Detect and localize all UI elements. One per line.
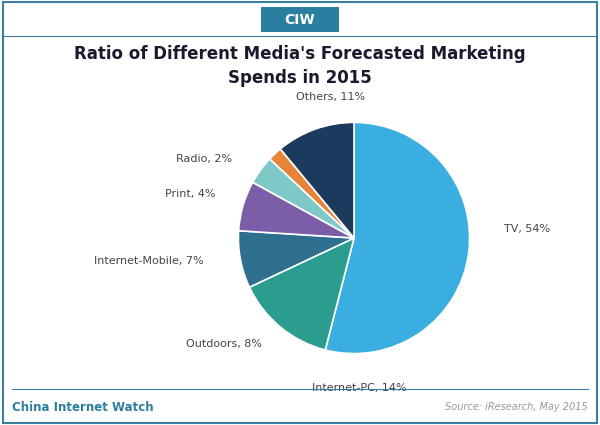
Wedge shape	[280, 122, 354, 238]
Text: Internet-Mobile, 7%: Internet-Mobile, 7%	[94, 256, 204, 266]
Text: Radio, 2%: Radio, 2%	[176, 154, 233, 164]
Text: Ratio of Different Media's Forecasted Marketing
Spends in 2015: Ratio of Different Media's Forecasted Ma…	[74, 45, 526, 87]
Text: Source: iResearch, May 2015: Source: iResearch, May 2015	[445, 402, 588, 412]
Wedge shape	[238, 231, 354, 287]
Wedge shape	[253, 159, 354, 238]
Text: CIW: CIW	[284, 13, 316, 26]
Text: Outdoors, 8%: Outdoors, 8%	[185, 339, 262, 349]
Wedge shape	[250, 238, 354, 350]
FancyBboxPatch shape	[261, 7, 339, 32]
Text: Print, 4%: Print, 4%	[165, 189, 215, 199]
Text: Internet-PC, 14%: Internet-PC, 14%	[313, 383, 407, 393]
Wedge shape	[270, 149, 354, 238]
Text: Others, 11%: Others, 11%	[296, 92, 365, 102]
Wedge shape	[325, 122, 470, 354]
Text: TV, 54%: TV, 54%	[504, 224, 550, 234]
Wedge shape	[239, 182, 354, 238]
Text: China Internet Watch: China Internet Watch	[12, 401, 154, 414]
